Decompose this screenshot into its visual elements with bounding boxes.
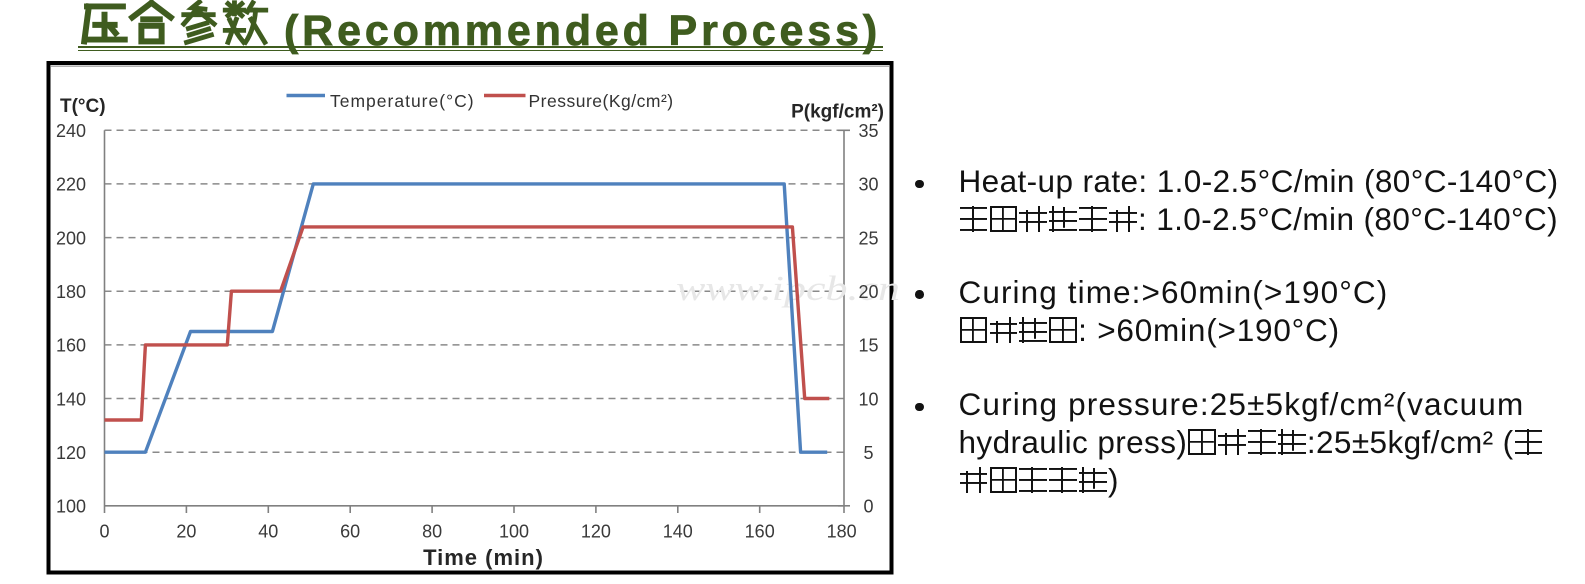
svg-text:80: 80 [422, 522, 442, 542]
svg-text:20: 20 [858, 282, 878, 302]
svg-text:35: 35 [858, 121, 878, 141]
svg-text:140: 140 [56, 389, 86, 409]
svg-text:P(kgf/cm²): P(kgf/cm²) [791, 102, 884, 123]
svg-text:25: 25 [858, 228, 878, 248]
svg-text:30: 30 [858, 175, 878, 195]
svg-text:140: 140 [663, 522, 693, 542]
svg-text:180: 180 [827, 522, 857, 542]
svg-text:200: 200 [56, 228, 86, 248]
svg-text:60: 60 [340, 522, 360, 542]
svg-text:Temperature(°C): Temperature(°C) [330, 91, 475, 111]
svg-text:www.ipcb.cn: www.ipcb.cn [676, 269, 900, 308]
svg-text:100: 100 [56, 497, 86, 517]
svg-text:160: 160 [56, 336, 86, 356]
svg-text:0: 0 [863, 497, 873, 517]
svg-text:T(°C): T(°C) [60, 96, 106, 117]
svg-text:160: 160 [745, 522, 775, 542]
svg-text:180: 180 [56, 282, 86, 302]
svg-text:120: 120 [56, 443, 86, 463]
svg-text:15: 15 [858, 336, 878, 356]
svg-text:20: 20 [176, 522, 196, 542]
svg-text:220: 220 [56, 175, 86, 195]
svg-text:100: 100 [499, 522, 529, 542]
svg-text:240: 240 [56, 121, 86, 141]
svg-text:10: 10 [858, 389, 878, 409]
svg-text:Pressure(Kg/cm²): Pressure(Kg/cm²) [529, 91, 674, 111]
svg-text:Time (min): Time (min) [423, 545, 544, 570]
svg-text:40: 40 [258, 522, 278, 542]
svg-text:5: 5 [863, 443, 873, 463]
svg-text:120: 120 [581, 522, 611, 542]
svg-text:0: 0 [99, 522, 109, 542]
